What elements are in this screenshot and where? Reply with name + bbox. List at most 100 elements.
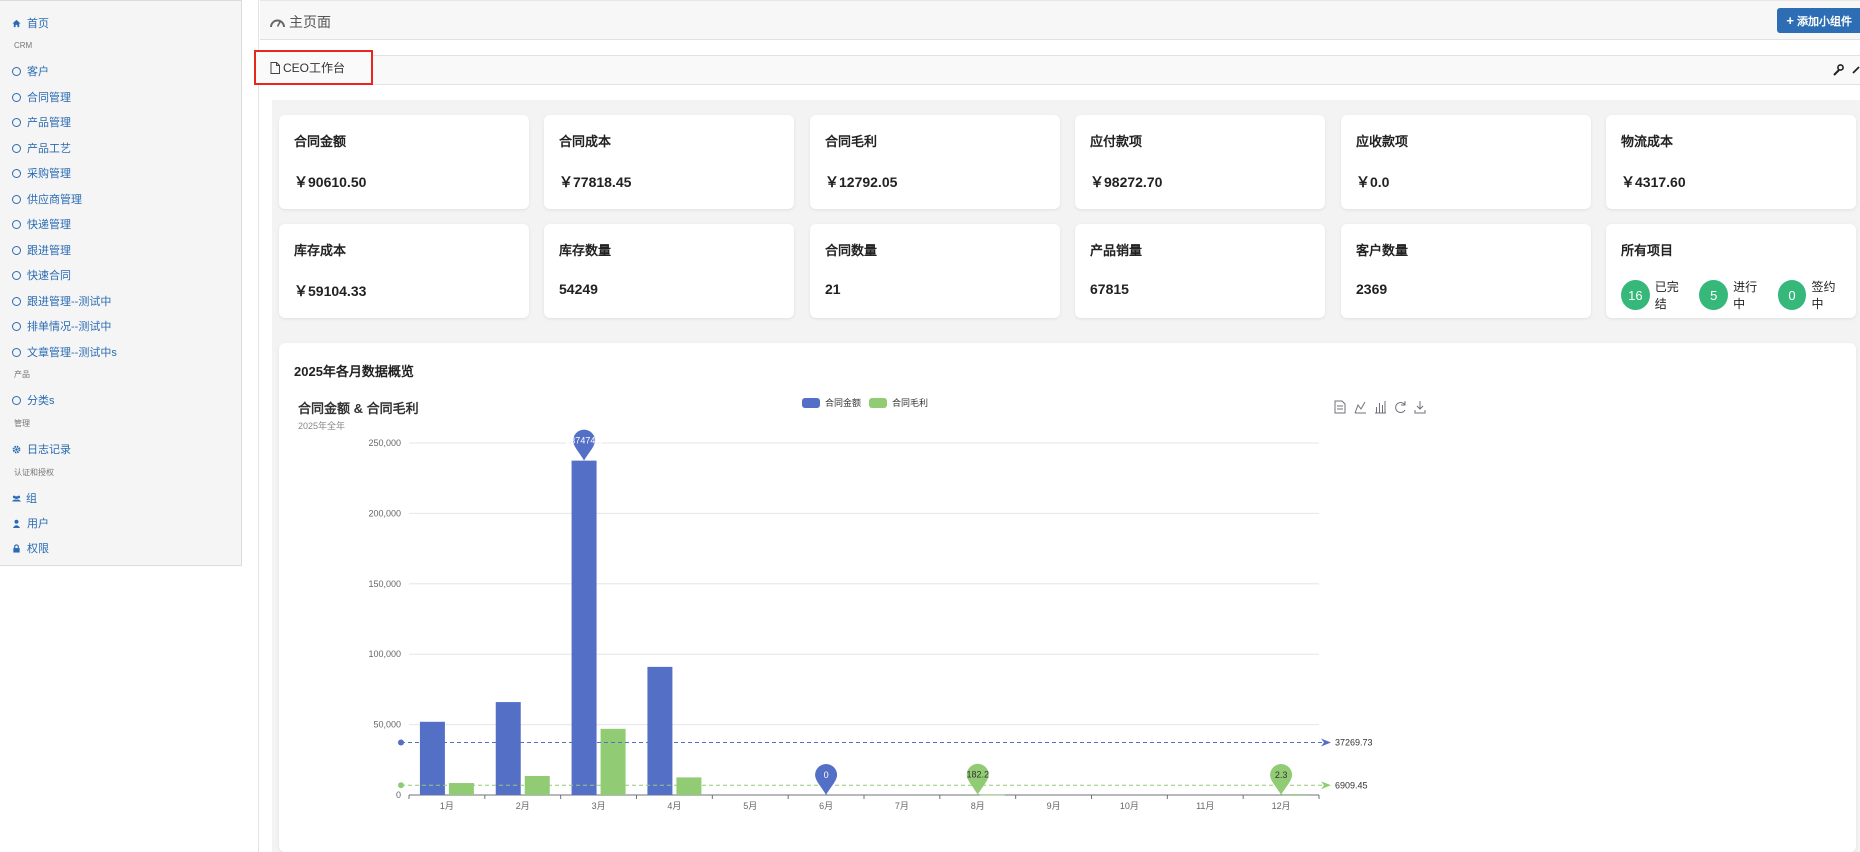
plus-icon: + (1786, 13, 1794, 28)
sidebar-item-crm[interactable]: 排单情况--测试中 (12, 318, 111, 334)
y-tick-label: 100,000 (368, 649, 401, 659)
sidebar-item-users[interactable]: 用户 (12, 515, 49, 531)
widget-header (258, 55, 1860, 85)
line-chart-icon[interactable] (1354, 401, 1366, 414)
card-title: 合同成本 (559, 134, 612, 149)
card-title: 库存数量 (559, 243, 612, 258)
average-line-arrow (1321, 781, 1331, 790)
bar-chart-icon[interactable] (1375, 401, 1386, 414)
lock-icon (13, 543, 20, 553)
circle-icon (12, 194, 21, 204)
kpi-card: 应收款项 ￥0.0 (1341, 115, 1591, 209)
x-tick-label: 9月 (1047, 801, 1061, 811)
sidebar-item-label: 跟进管理 (27, 245, 71, 257)
circle-icon (12, 245, 21, 255)
sidebar-item-label: 排单情况--测试中 (27, 321, 112, 333)
sidebar-item-category[interactable]: 分类s (12, 392, 55, 408)
sidebar-item-crm[interactable]: 跟进管理 (12, 242, 71, 258)
sidebar-item-crm[interactable]: 产品工艺 (12, 140, 71, 156)
chart-subtitle: 2025年全年 (298, 420, 345, 431)
mark-point-label: 237474.9 (565, 436, 603, 446)
sidebar-item-crm[interactable]: 合同管理 (12, 89, 71, 105)
x-tick-label: 4月 (667, 801, 681, 811)
wrench-icon[interactable] (1832, 64, 1844, 76)
mark-point-pin (573, 429, 596, 461)
divider (258, 0, 259, 852)
bar-profit (676, 777, 702, 795)
mark-point-label: 2.3 (1275, 770, 1288, 780)
sidebar-item-label: 日志记录 (27, 444, 71, 456)
status-badge: 0 (1777, 280, 1807, 310)
sidebar-item-groups[interactable]: 组 (12, 490, 37, 506)
mark-point-pin (815, 764, 838, 795)
kpi-card: 物流成本 ￥4317.60 (1606, 115, 1856, 209)
sidebar-item-label: 产品工艺 (27, 143, 71, 155)
card-value: 54249 (559, 281, 598, 297)
card-value: ￥12792.05 (825, 174, 898, 190)
add-widget-button[interactable]: + 添加小组件 (1777, 8, 1860, 33)
sidebar-item-crm[interactable]: 跟进管理--测试中 (12, 293, 111, 309)
card-title: 物流成本 (1621, 134, 1674, 149)
kpi-card: 合同毛利 ￥12792.05 (810, 115, 1060, 209)
legend-swatch (869, 398, 887, 408)
tab-ceo-workbench[interactable]: CEO工作台 (254, 50, 373, 85)
y-tick-label: 0 (396, 790, 401, 800)
sidebar-item-logs[interactable]: 日志记录 (12, 441, 71, 457)
restore-icon[interactable] (1395, 401, 1406, 413)
bar-profit (448, 783, 474, 795)
sidebar-item-crm[interactable]: 客户 (12, 63, 49, 79)
circle-icon (12, 347, 21, 357)
sidebar-item-crm[interactable]: 采购管理 (12, 165, 71, 181)
sidebar-item-crm[interactable]: 产品管理 (12, 114, 71, 130)
bar-amount (495, 702, 521, 795)
legend-label: 合同毛利 (892, 397, 928, 408)
sidebar-item-crm[interactable]: 快速合同 (12, 267, 71, 283)
bar-amount (647, 666, 673, 795)
sidebar-item-label: 合同管理 (27, 92, 71, 104)
gear-icon (12, 445, 21, 453)
sidebar-item-crm[interactable]: 快递管理 (12, 216, 71, 232)
sidebar-item-crm[interactable]: 供应商管理 (12, 191, 82, 207)
sidebar-item-home[interactable]: 首页 (12, 15, 49, 31)
widget-tools (1832, 64, 1860, 76)
kpi-card: 合同成本 ￥77818.45 (544, 115, 794, 209)
x-tick-label: 7月 (895, 801, 909, 811)
card-value: 67815 (1090, 281, 1129, 297)
save-image-icon[interactable] (1414, 401, 1426, 414)
x-tick-label: 10月 (1120, 801, 1139, 811)
kpi-card: 合同金额 ￥90610.50 (279, 115, 529, 209)
card-title: 合同数量 (825, 243, 878, 258)
card-value: 2369 (1356, 281, 1388, 297)
x-tick-label: 6月 (819, 801, 833, 811)
sidebar-item-crm[interactable]: 文章管理--测试中s (12, 344, 117, 360)
circle-icon (12, 296, 21, 306)
card-value: ￥90610.50 (294, 174, 367, 190)
average-label: 37269.73 (1335, 738, 1373, 748)
sidebar-item-permissions[interactable]: 权限 (12, 540, 49, 556)
sidebar-item-label: 用户 (27, 518, 49, 530)
circle-icon (12, 270, 21, 280)
kpi-card: 库存成本 ￥59104.33 (279, 224, 529, 318)
status-badge: 16 (1621, 280, 1650, 310)
sidebar-item-label: 组 (26, 493, 37, 505)
sidebar-item-label: 权限 (27, 543, 49, 555)
data-view-icon[interactable] (1334, 400, 1346, 414)
circle-icon (12, 92, 21, 102)
legend-swatch (802, 398, 820, 408)
circle-icon (12, 321, 21, 331)
sidebar-item-label: 快递管理 (27, 219, 71, 231)
x-tick-label: 3月 (592, 801, 606, 811)
y-tick-label: 250,000 (368, 438, 401, 448)
chevron-up-icon[interactable] (1852, 64, 1860, 76)
average-label: 6909.45 (1335, 780, 1368, 790)
status-label: 进行中 (1733, 280, 1758, 311)
page-header: 主页面 + 添加小组件 (260, 0, 1860, 40)
mark-point-label: 0 (824, 770, 829, 780)
monthly-bar-chart: 合同金额 & 合同毛利 2025年全年 合同金额 合同毛利 0 50,000 100,… (298, 397, 1426, 811)
sidebar-item-label: 文章管理--测试中s (27, 347, 117, 359)
card-title: 所有项目 (1621, 243, 1674, 258)
circle-icon (12, 66, 21, 76)
circle-icon (12, 168, 21, 178)
kpi-card: 产品销量 67815 (1075, 224, 1325, 318)
add-widget-label: 添加小组件 (1797, 15, 1852, 28)
